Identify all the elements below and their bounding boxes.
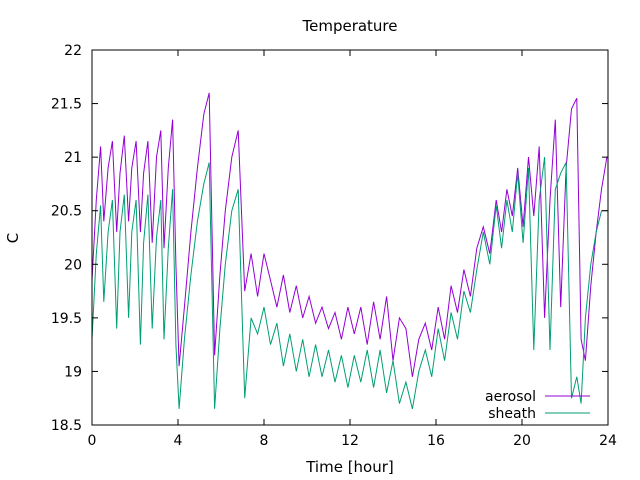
x-tick-label: 0 (88, 433, 97, 449)
y-tick-label: 18.5 (51, 418, 82, 434)
y-axis-label: C (4, 233, 22, 243)
y-tick-label: 19 (64, 364, 82, 380)
x-tick-label: 4 (174, 433, 183, 449)
x-axis-label: Time [hour] (305, 458, 394, 476)
y-tick-label: 21.5 (51, 97, 82, 113)
y-axis: 18.5 19 19.5 20 20.5 21 21.5 22 (51, 43, 608, 434)
series-line-sheath (91, 157, 607, 410)
y-tick-label: 20.5 (51, 204, 82, 220)
x-axis: 0 4 8 12 16 20 24 (88, 50, 617, 449)
x-tick-label: 20 (513, 433, 531, 449)
series-layer (91, 92, 608, 410)
x-tick-label: 8 (260, 433, 269, 449)
y-tick-label: 20 (64, 257, 82, 273)
y-tick-label: 21 (64, 150, 82, 166)
legend-label-aerosol: aerosol (485, 389, 536, 405)
legend-label-sheath: sheath (488, 406, 536, 422)
y-tick-label: 22 (64, 43, 82, 59)
chart-title: Temperature (301, 17, 397, 35)
y-tick-label: 19.5 (51, 311, 82, 327)
x-tick-label: 24 (599, 433, 617, 449)
series-line-aerosol (91, 92, 608, 377)
x-tick-label: 16 (427, 433, 445, 449)
x-tick-label: 12 (341, 433, 359, 449)
